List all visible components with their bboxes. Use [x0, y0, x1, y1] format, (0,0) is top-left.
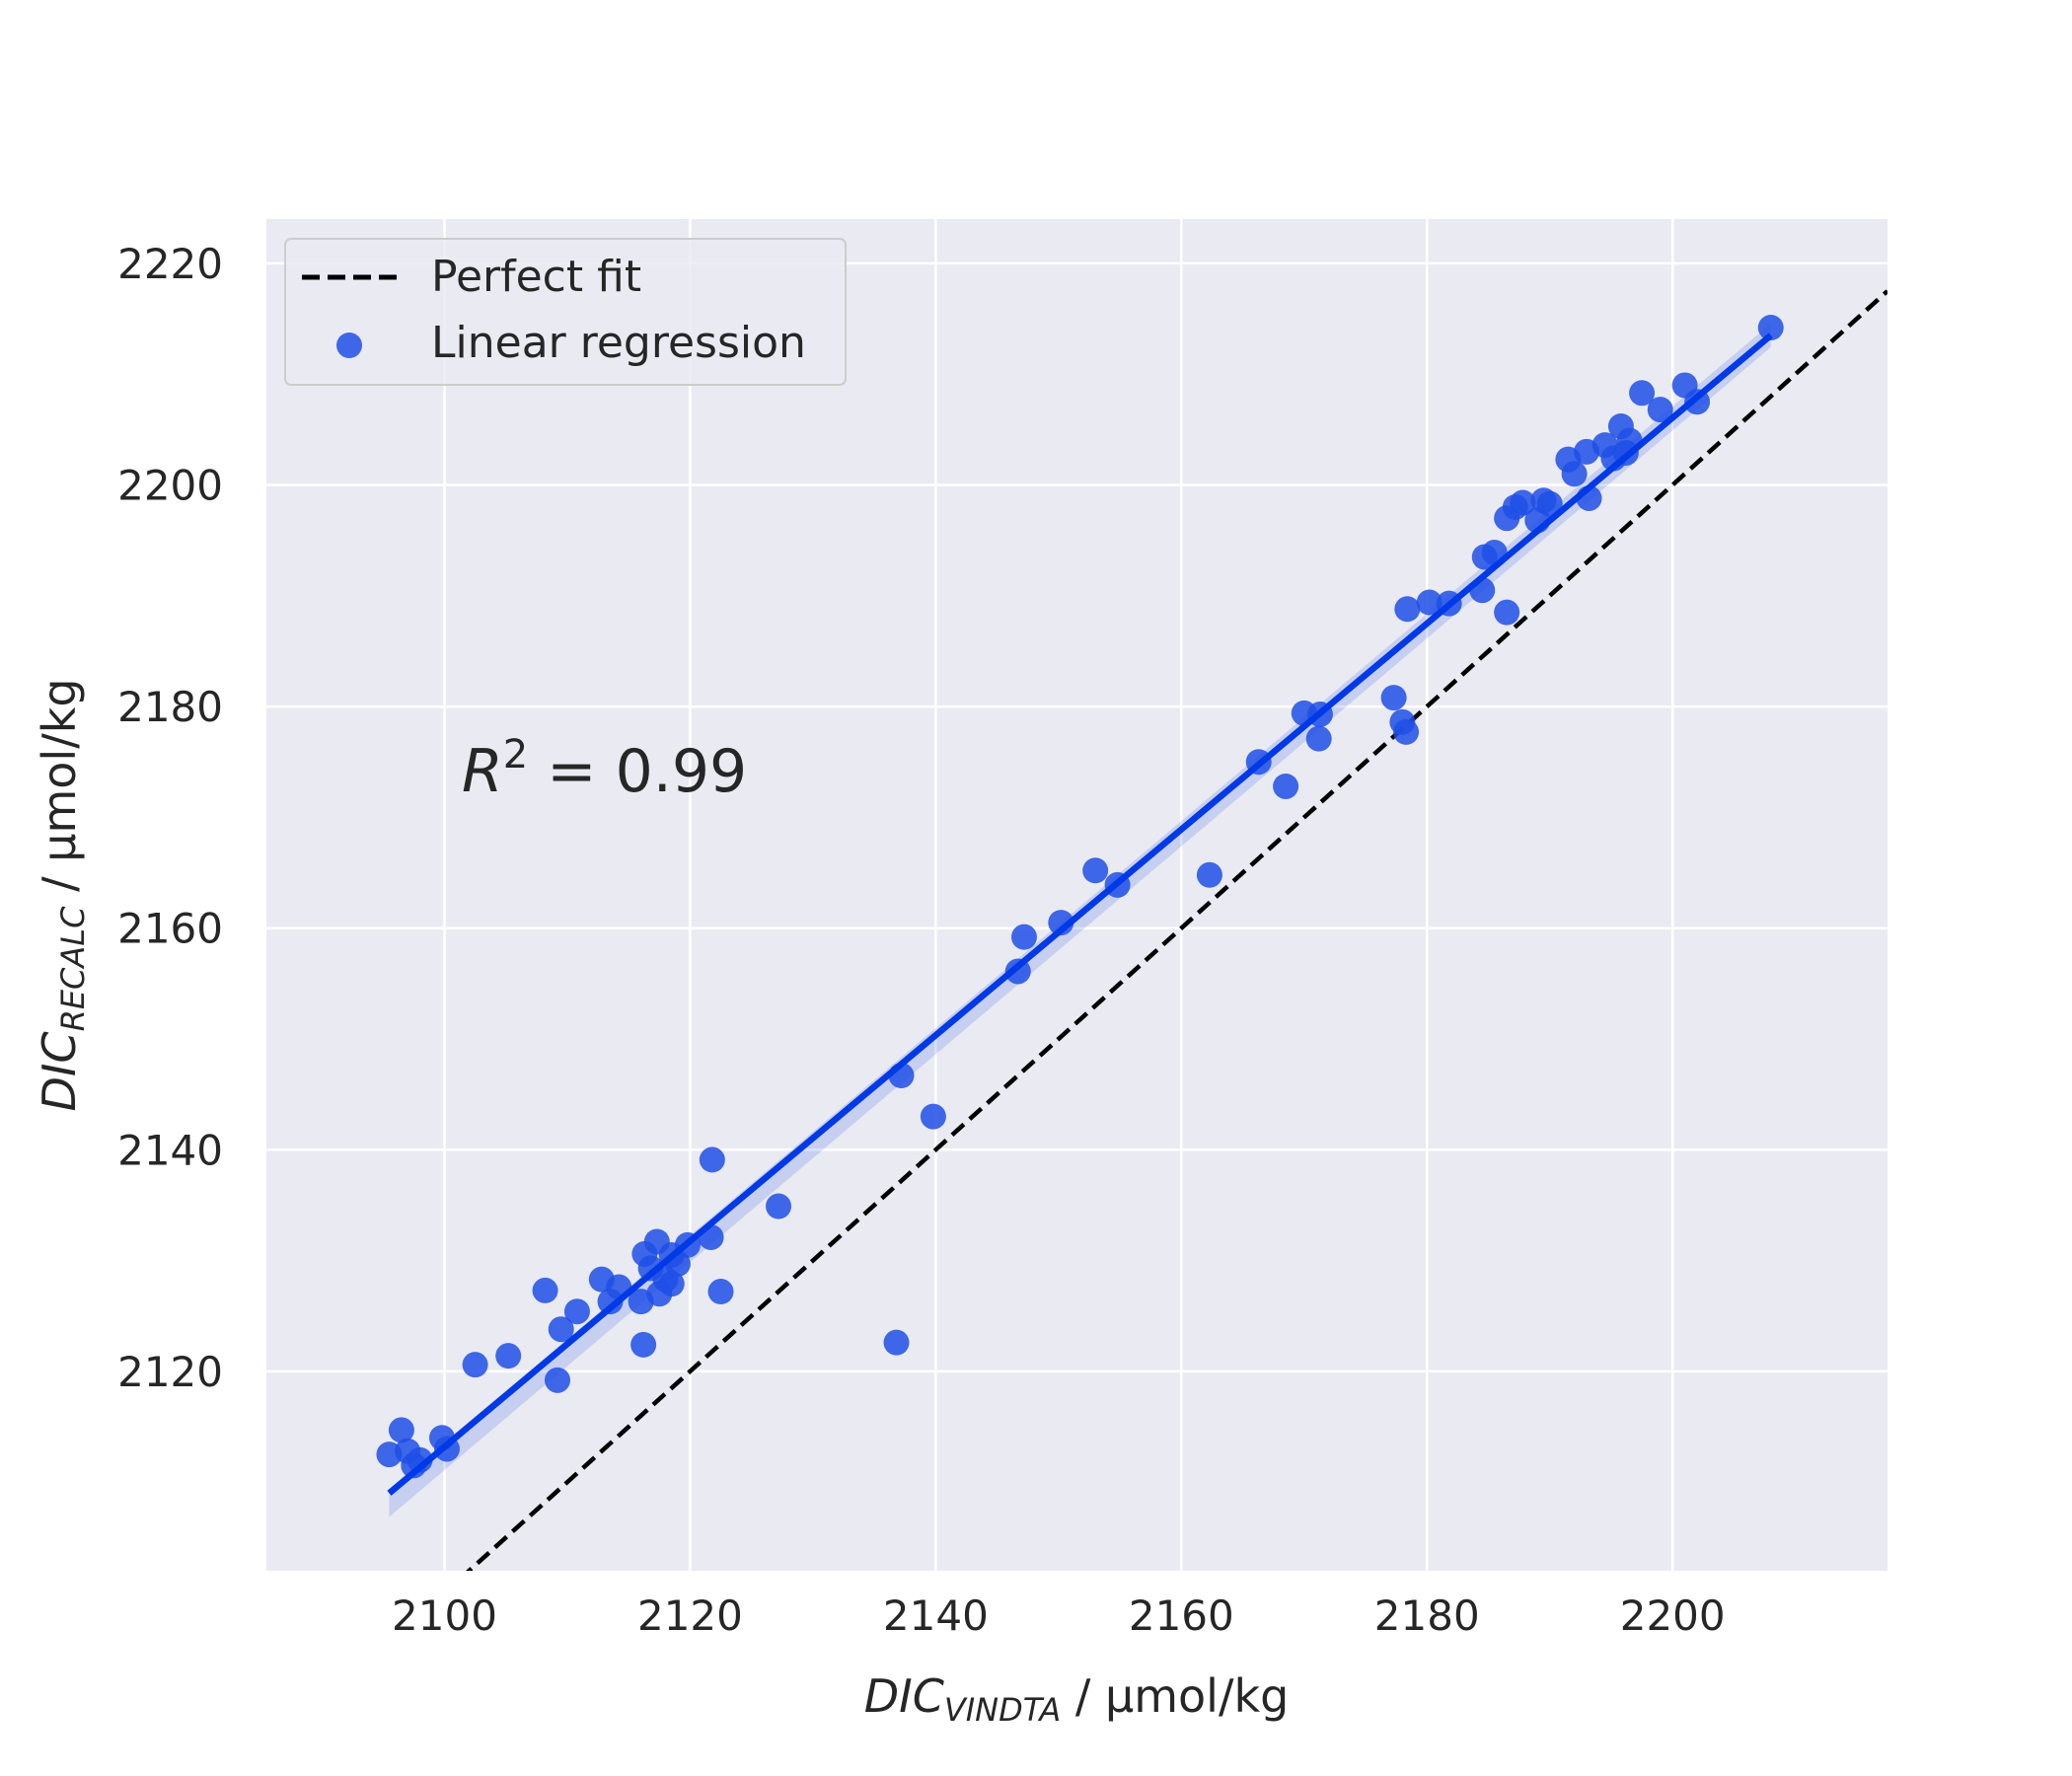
data-point [1536, 490, 1563, 517]
y-axis-title-unit: / µmol/kg [33, 678, 86, 906]
data-point [1510, 489, 1536, 516]
legend: Perfect fit Linear regression [284, 238, 847, 386]
data-point [658, 1271, 685, 1297]
data-point [1561, 461, 1588, 487]
data-point [707, 1279, 734, 1305]
data-point [532, 1277, 558, 1303]
r-squared-exponent: 2 [503, 732, 528, 777]
data-point [1629, 380, 1656, 407]
data-point [1757, 315, 1784, 341]
y-tick-label: 2200 [117, 462, 223, 510]
y-axis-title-main: DIC [33, 1031, 86, 1111]
data-point [883, 1329, 910, 1356]
x-tick-label: 2200 [1620, 1591, 1726, 1640]
x-tick-label: 2100 [392, 1591, 497, 1640]
data-point [388, 1417, 414, 1443]
perfect-fit-line [466, 289, 1887, 1571]
x-tick-label: 2120 [637, 1591, 743, 1640]
r-squared-base: R [462, 737, 503, 806]
data-point [630, 1331, 657, 1358]
data-point [563, 1298, 590, 1325]
data-point [699, 1147, 725, 1173]
data-point [1380, 685, 1407, 711]
x-axis-title: DICVINDTA / µmol/kg [864, 1669, 1290, 1729]
y-tick-label: 2120 [117, 1348, 223, 1396]
data-point [1010, 924, 1037, 950]
r-squared-value: = 0.99 [528, 737, 747, 806]
data-point [1494, 599, 1520, 626]
data-point [1416, 589, 1443, 616]
data-point [1394, 596, 1421, 623]
data-point [1082, 857, 1109, 884]
data-point [548, 1316, 574, 1343]
x-tick-label: 2140 [883, 1591, 989, 1640]
y-tick-label: 2220 [117, 240, 223, 288]
y-tick-labels: 2120 2140 2160 2180 2200 2220 [117, 240, 223, 1396]
y-tick-label: 2160 [117, 905, 223, 953]
data-point [1647, 397, 1673, 423]
x-axis-title-unit: / µmol/kg [1061, 1669, 1289, 1723]
x-tick-label: 2180 [1374, 1591, 1480, 1640]
data-point [920, 1103, 946, 1130]
data-point [1393, 718, 1420, 745]
legend-label-linear-regression: Linear regression [431, 318, 806, 368]
y-axis-title-sub: RECALC [54, 906, 92, 1032]
legend-box [284, 238, 847, 386]
r-squared-annotation: R2 = 0.99 [462, 732, 747, 806]
x-tick-labels: 2100 2120 2140 2160 2180 2200 [392, 1591, 1726, 1640]
y-tick-label: 2140 [117, 1126, 223, 1174]
data-layer [376, 289, 1887, 1571]
data-point [766, 1193, 792, 1220]
legend-marker-icon [336, 333, 362, 358]
y-axis-title: DICRECALC / µmol/kg [33, 678, 92, 1111]
data-point [1196, 861, 1222, 888]
x-axis-title-main: DIC [864, 1669, 944, 1723]
legend-label-perfect-fit: Perfect fit [431, 252, 641, 302]
data-point [1305, 725, 1332, 752]
y-tick-label: 2180 [117, 683, 223, 731]
grid [266, 219, 1887, 1571]
x-axis-title-sub: VINDTA [944, 1691, 1061, 1729]
data-point [462, 1352, 488, 1378]
data-point [1273, 773, 1299, 799]
data-point [407, 1446, 433, 1473]
data-point [544, 1367, 570, 1393]
x-tick-label: 2160 [1129, 1591, 1234, 1640]
regression-line [387, 333, 1773, 1496]
data-point [495, 1343, 522, 1369]
